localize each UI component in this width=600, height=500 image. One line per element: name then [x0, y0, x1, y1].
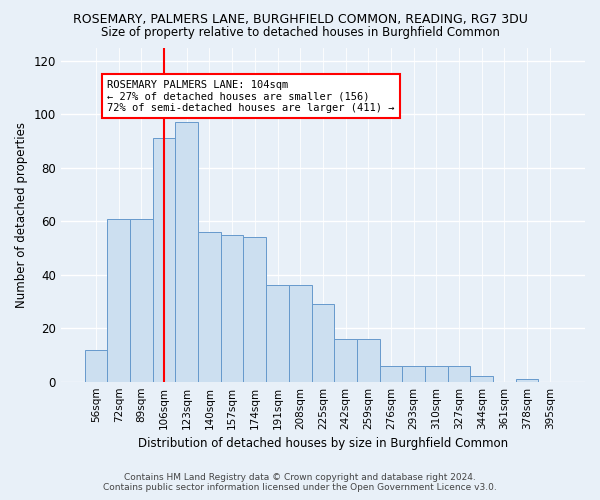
Bar — [380, 366, 403, 382]
Bar — [403, 366, 425, 382]
Bar — [516, 379, 538, 382]
Bar — [470, 376, 493, 382]
X-axis label: Distribution of detached houses by size in Burghfield Common: Distribution of detached houses by size … — [138, 437, 508, 450]
Bar — [175, 122, 198, 382]
Y-axis label: Number of detached properties: Number of detached properties — [15, 122, 28, 308]
Bar — [266, 286, 289, 382]
Text: Size of property relative to detached houses in Burghfield Common: Size of property relative to detached ho… — [101, 26, 499, 39]
Bar — [448, 366, 470, 382]
Text: Contains HM Land Registry data © Crown copyright and database right 2024.
Contai: Contains HM Land Registry data © Crown c… — [103, 473, 497, 492]
Bar — [425, 366, 448, 382]
Bar — [334, 339, 357, 382]
Bar — [198, 232, 221, 382]
Text: ROSEMARY PALMERS LANE: 104sqm
← 27% of detached houses are smaller (156)
72% of : ROSEMARY PALMERS LANE: 104sqm ← 27% of d… — [107, 80, 395, 113]
Bar — [130, 218, 152, 382]
Bar — [244, 238, 266, 382]
Text: ROSEMARY, PALMERS LANE, BURGHFIELD COMMON, READING, RG7 3DU: ROSEMARY, PALMERS LANE, BURGHFIELD COMMO… — [73, 12, 527, 26]
Bar — [221, 234, 244, 382]
Bar — [107, 218, 130, 382]
Bar — [289, 286, 311, 382]
Bar — [85, 350, 107, 382]
Bar — [357, 339, 380, 382]
Bar — [152, 138, 175, 382]
Bar — [311, 304, 334, 382]
